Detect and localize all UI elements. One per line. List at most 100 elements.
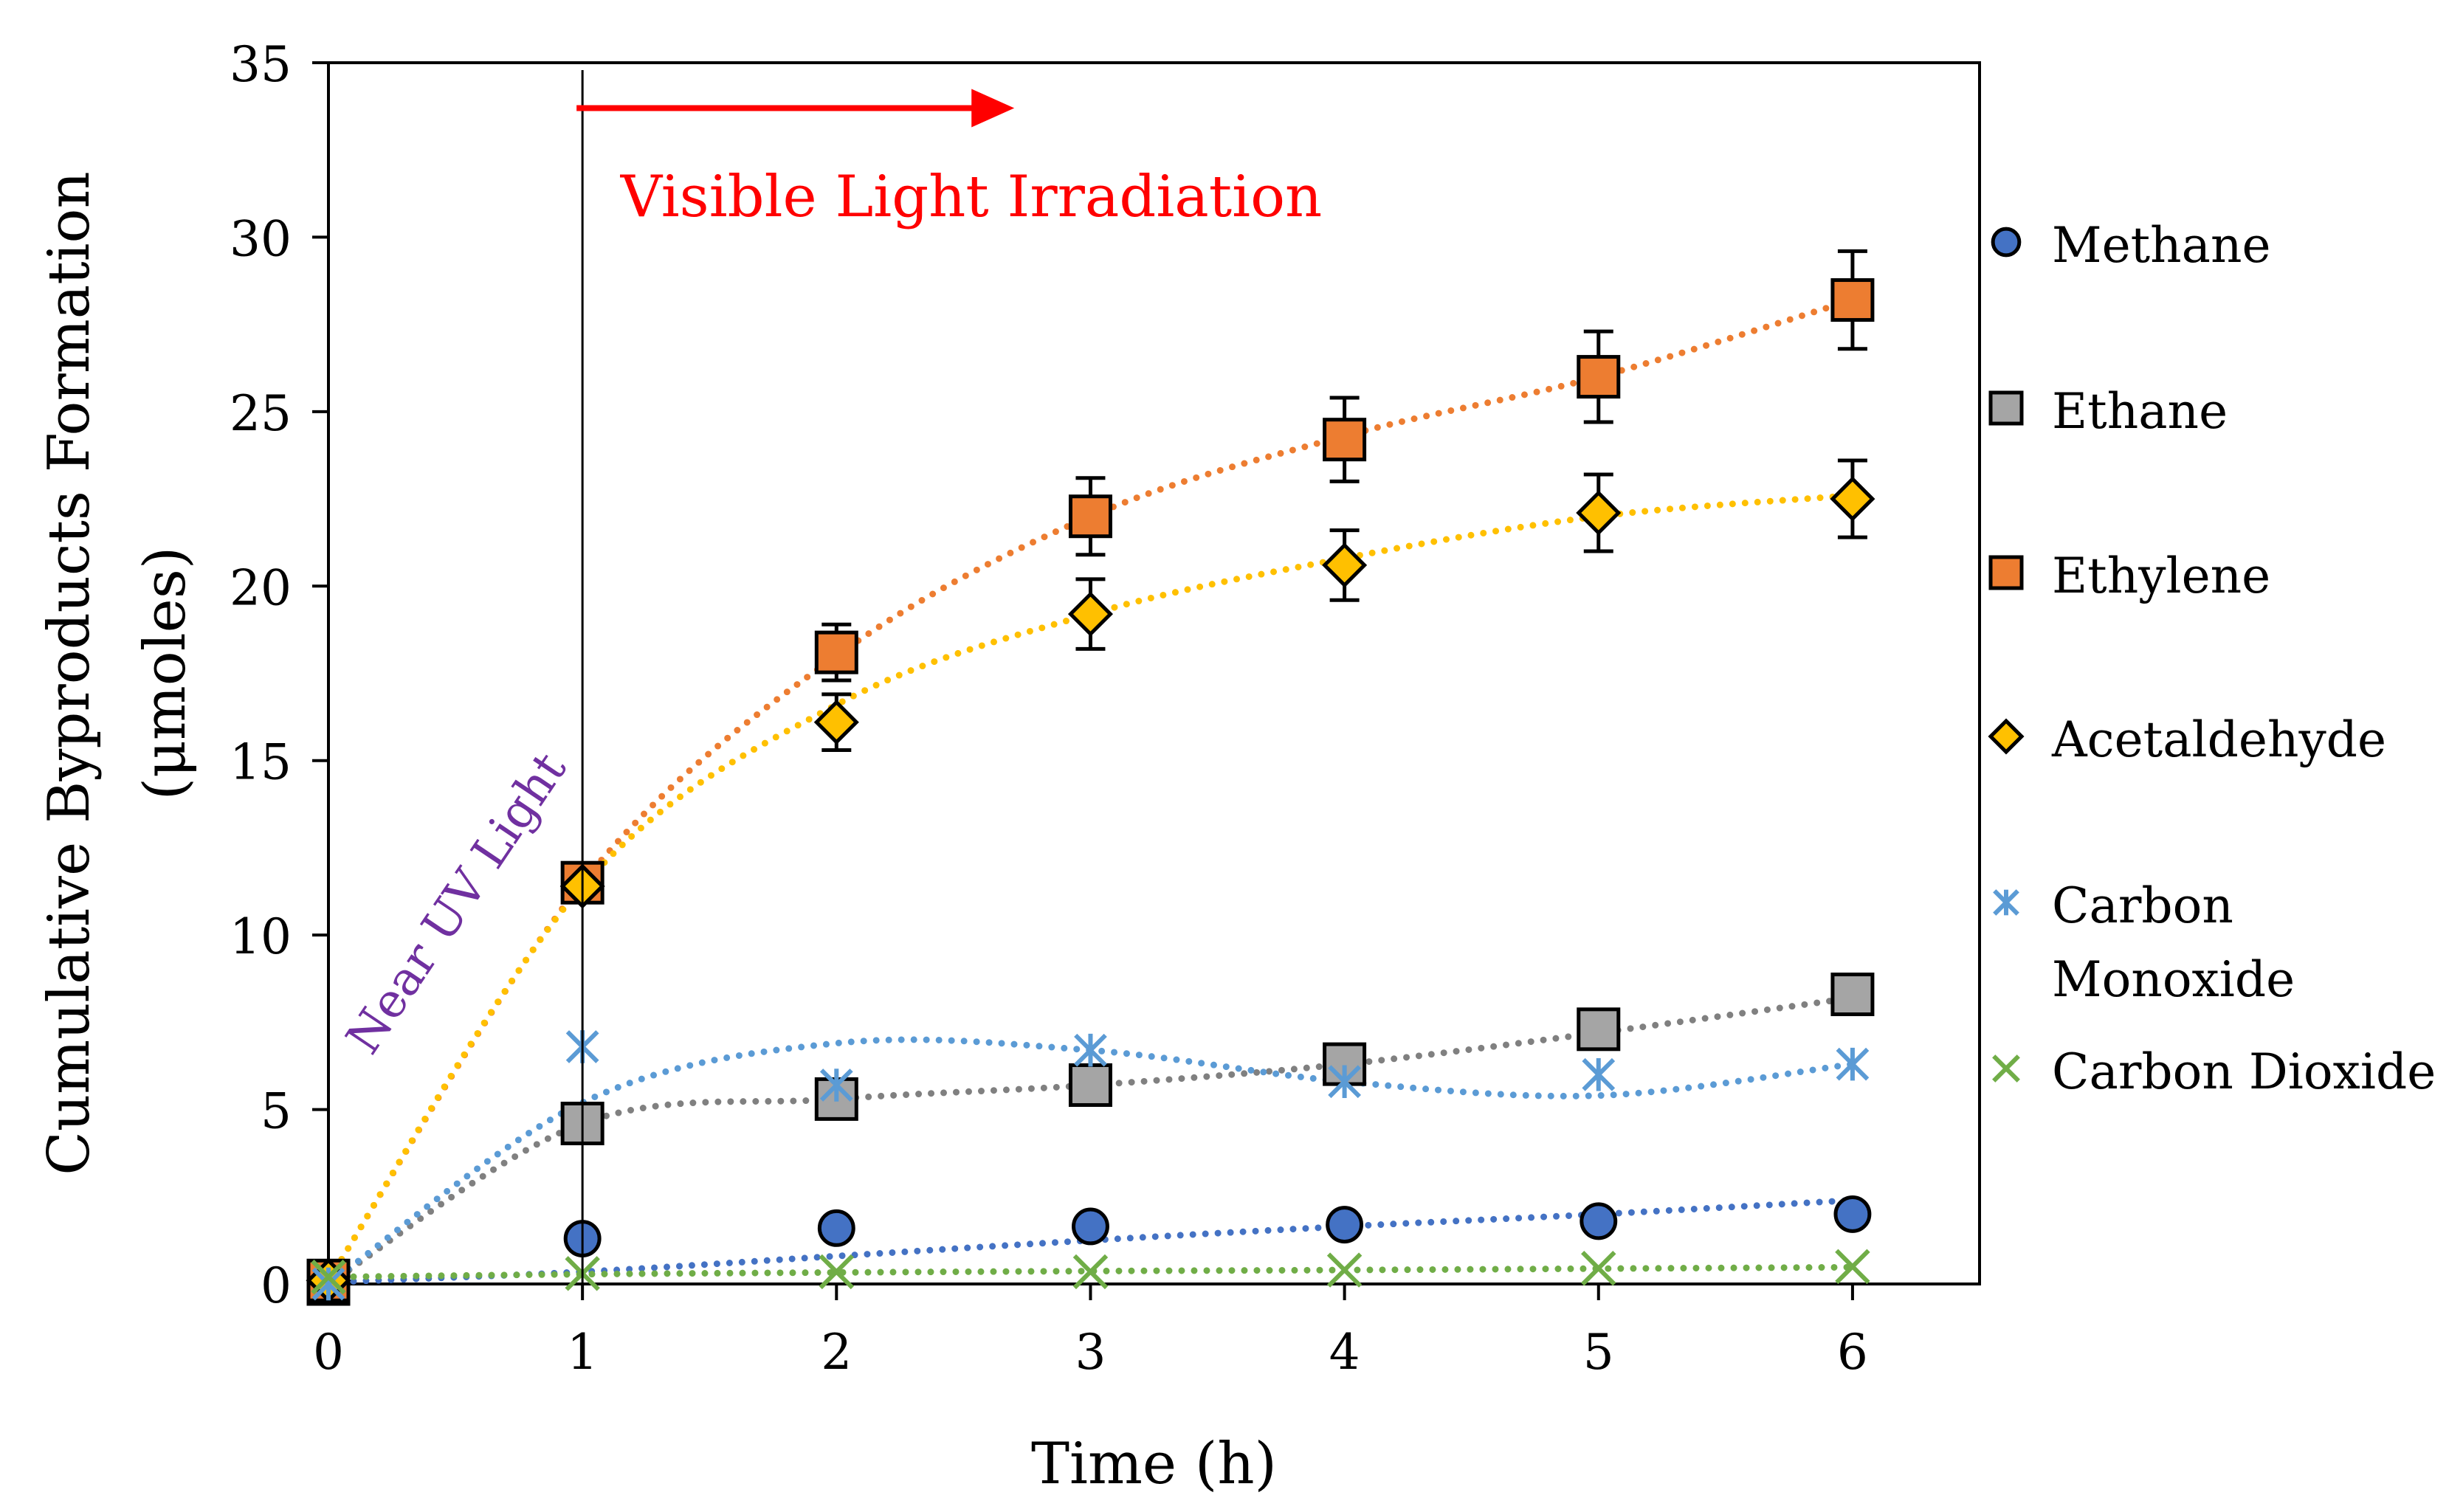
y-tick-label: 25	[230, 385, 292, 442]
x-tick-label: 2	[821, 1324, 852, 1381]
legend-item-ethane: Ethane	[1988, 383, 2228, 440]
x-tick-label: 3	[1075, 1324, 1106, 1381]
point-ethylene	[1323, 418, 1367, 462]
point-acetaldehyde-shape	[813, 700, 859, 745]
legend-marker-ethane-shape	[1988, 390, 2024, 426]
legend: Methane Ethane Ethylene Acetaldehyde Carbon M…	[1988, 217, 2436, 1100]
point-carbon-dioxide-stroke	[1581, 1251, 1616, 1286]
point-methane	[1833, 1195, 1872, 1233]
point-carbon-dioxide	[1072, 1254, 1109, 1290]
legend-label: Ethane	[2052, 383, 2228, 440]
legend-marker-ethane	[1988, 390, 2024, 426]
point-ethane	[1577, 1007, 1621, 1052]
legend-item-acetaldehyde: Acetaldehyde	[1988, 711, 2386, 768]
legend-marker-methane	[1991, 227, 2022, 258]
point-carbon-dioxide-stroke	[1835, 1249, 1870, 1285]
point-carbon-dioxide	[1835, 1249, 1870, 1285]
legend-marker-carbon-monoxide	[1993, 889, 2019, 916]
point-carbon-monoxide	[819, 1069, 853, 1102]
point-ethylene	[814, 630, 858, 674]
x-tick-label: 0	[313, 1324, 344, 1381]
point-methane	[1326, 1206, 1364, 1244]
point-carbon-dioxide	[819, 1254, 855, 1290]
point-carbon-monoxide	[1074, 1033, 1107, 1067]
point-ethane-shape	[1577, 1007, 1621, 1052]
legend-marker-ethylene	[1988, 555, 2024, 590]
y-tick-label: 10	[230, 908, 292, 965]
point-ethane	[1068, 1063, 1112, 1107]
legend-label: Carbon Dioxide	[2052, 1043, 2436, 1100]
x-tick-label: 1	[567, 1324, 598, 1381]
legend-item-carbon-dioxide: Carbon Dioxide	[1992, 1043, 2436, 1100]
y-tick-label: 20	[230, 559, 292, 616]
visible-light-label: Visible Light Irradiation	[620, 164, 1323, 230]
point-methane-shape	[1326, 1206, 1364, 1244]
point-carbon-dioxide	[1326, 1252, 1363, 1288]
x-axis-title: Time (h)	[1031, 1431, 1277, 1497]
plot-area-frame	[327, 61, 1981, 1285]
point-acetaldehyde-shape	[1830, 476, 1875, 522]
point-ethylene	[1577, 355, 1621, 399]
point-carbon-monoxide	[1836, 1047, 1870, 1081]
legend-item-ethylene: Ethylene	[1988, 548, 2270, 604]
y-axis-title-line-1: Cumulative Byproducts Formation	[36, 171, 103, 1176]
y-tick-label: 35	[230, 36, 292, 93]
legend-marker-methane-shape	[1991, 227, 2022, 258]
point-acetaldehyde	[813, 700, 859, 745]
legend-marker-carbon-dioxide	[1992, 1054, 2020, 1083]
point-carbon-dioxide	[1581, 1251, 1616, 1286]
point-acetaldehyde-shape	[1067, 591, 1113, 637]
legend-label: Methane	[2052, 217, 2271, 274]
point-ethylene-shape	[1323, 418, 1367, 462]
point-carbon-dioxide-stroke	[819, 1254, 855, 1290]
legend-label: Carbon	[2052, 877, 2233, 934]
point-acetaldehyde	[1322, 542, 1368, 588]
x-tick-label: 5	[1583, 1324, 1614, 1381]
point-carbon-dioxide-stroke	[1326, 1252, 1363, 1288]
point-carbon-monoxide	[311, 1267, 345, 1301]
legend-marker-ethylene-shape	[1988, 555, 2024, 590]
point-carbon-monoxide	[1328, 1065, 1361, 1099]
error-bars	[821, 249, 1867, 1112]
point-ethylene-shape	[1068, 494, 1112, 539]
x-tick-label: 6	[1837, 1324, 1868, 1381]
y-tick-label: 15	[230, 734, 292, 791]
point-carbon-dioxide	[311, 1259, 346, 1295]
legend-marker-carbon-dioxide-stroke	[1992, 1054, 2020, 1083]
legend-marker-acetaldehyde-shape	[1988, 718, 2025, 755]
point-ethylene	[1830, 278, 1875, 322]
point-acetaldehyde	[1067, 591, 1113, 637]
point-carbon-dioxide-stroke	[1072, 1254, 1109, 1290]
point-methane-shape	[817, 1209, 855, 1247]
point-methane-shape	[1833, 1195, 1872, 1233]
point-methane-shape	[1072, 1207, 1109, 1246]
point-methane	[1072, 1207, 1109, 1246]
x-tick-label: 4	[1329, 1324, 1360, 1381]
visible-light-arrow-head	[971, 89, 1015, 128]
legend-label: Monoxide	[2052, 951, 2295, 1008]
legend-item-carbon-monoxide: Carbon Monoxide	[1993, 877, 2295, 1008]
point-acetaldehyde-shape	[1322, 542, 1368, 588]
y-tick-label: 0	[261, 1257, 292, 1314]
y-tick-label: 30	[230, 210, 292, 267]
point-carbon-monoxide	[1582, 1057, 1616, 1091]
y-axis-title-line-2: (μmoles)	[132, 547, 199, 801]
tick-labels: 0 5 10 15 20 25 30 35 0 1 2 3 4 5 6	[230, 36, 1868, 1381]
point-methane	[817, 1209, 855, 1247]
point-methane	[1580, 1202, 1618, 1240]
point-ethane-shape	[1830, 973, 1875, 1017]
point-acetaldehyde	[1576, 490, 1622, 536]
point-ethane-shape	[1068, 1063, 1112, 1107]
point-ethylene-shape	[1577, 355, 1621, 399]
legend-label: Acetaldehyde	[2051, 711, 2386, 768]
y-tick-label: 5	[261, 1083, 292, 1140]
point-ethane	[1830, 973, 1875, 1017]
point-carbon-dioxide-stroke	[311, 1259, 346, 1295]
legend-label: Ethylene	[2052, 548, 2270, 604]
point-ethylene	[1068, 494, 1112, 539]
point-ethylene-shape	[1830, 278, 1875, 322]
axes-layer	[312, 61, 1981, 1300]
near-uv-light-label: Near UV Light	[336, 743, 577, 1064]
point-acetaldehyde-shape	[1576, 490, 1622, 536]
